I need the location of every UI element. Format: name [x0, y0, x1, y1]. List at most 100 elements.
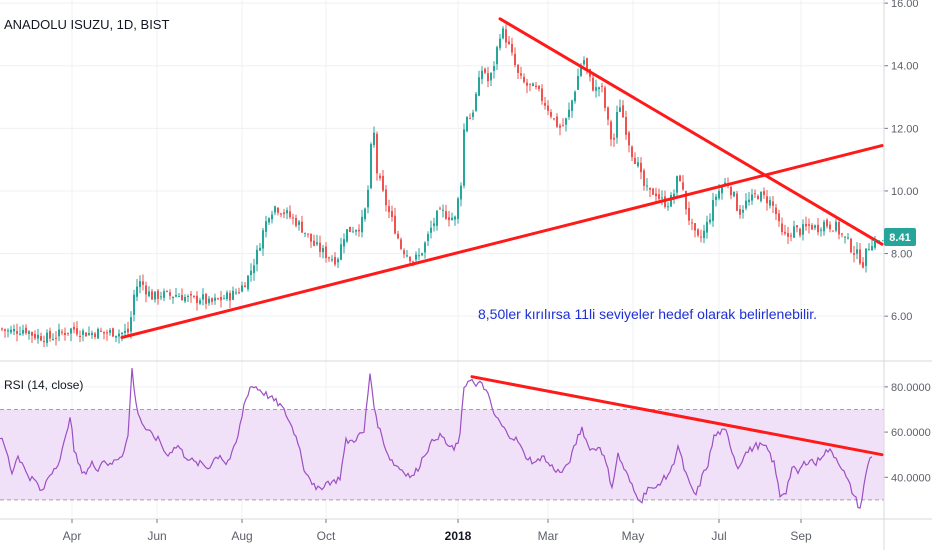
candle-body-down [853, 253, 855, 255]
candle-body-up [346, 229, 348, 242]
rsi-title: RSI (14, close) [4, 378, 83, 392]
candle-body-up [214, 297, 216, 301]
candle-body-up [286, 210, 288, 214]
candle-body-down [301, 221, 303, 233]
candle-body-up [184, 296, 186, 302]
candle-body-down [628, 132, 630, 146]
candle-body-up [502, 28, 504, 39]
price-tick-label: 12.00 [891, 123, 919, 135]
candle-body-down [445, 211, 447, 219]
candle-body-up [577, 76, 579, 90]
candle-body-down [142, 281, 144, 285]
candle-body-down [391, 211, 393, 218]
candle-body-up [460, 185, 462, 200]
candle-body-down [307, 233, 309, 235]
candle-body-up [712, 200, 714, 221]
candle-body-down [469, 118, 471, 120]
candle-body-down [388, 206, 390, 213]
candle-body-down [169, 292, 171, 296]
candle-body-up [820, 229, 822, 231]
candle-body-down [592, 77, 594, 91]
candle-body-up [163, 291, 165, 298]
candle-body-up [835, 221, 837, 231]
candle-body-down [811, 225, 813, 230]
candle-body-up [19, 333, 21, 335]
candle-body-up [340, 244, 342, 260]
candle-body-down [238, 292, 240, 294]
candle-body-up [742, 209, 744, 213]
candle-body-down [613, 137, 615, 140]
candle-body-up [580, 65, 582, 76]
candle-body-down [805, 223, 807, 227]
candle-body-down [220, 296, 222, 301]
candle-body-up [415, 254, 417, 260]
candle-body-up [91, 332, 93, 336]
candle-body-up [478, 77, 480, 96]
candle-body-down [691, 222, 693, 224]
candle-body-up [115, 335, 117, 338]
candle-body-up [751, 194, 753, 201]
candle-body-down [397, 233, 399, 239]
candle-body-down [700, 236, 702, 238]
candle-body-up [130, 317, 132, 332]
candle-body-down [781, 223, 783, 233]
candle-body-up [268, 218, 270, 223]
candle-body-down [625, 116, 627, 135]
candle-body-down [61, 331, 63, 333]
x-tick-label: Apr [63, 529, 82, 543]
candle-body-up [490, 72, 492, 81]
candle-body-up [304, 232, 306, 234]
candle-body-up [532, 83, 534, 87]
candle-body-up [673, 193, 675, 198]
candle-body-down [538, 85, 540, 89]
rsi-layer [0, 367, 873, 509]
candle-body-down [547, 105, 549, 111]
candle-body-up [355, 230, 357, 232]
candle-body-up [133, 294, 135, 315]
candle-body-down [166, 290, 168, 292]
candle-body-up [745, 200, 747, 209]
candle-body-up [466, 117, 468, 132]
rsi-tick-label: 60.0000 [891, 427, 931, 439]
candle-body-down [283, 212, 285, 215]
candle-body-down [76, 328, 78, 335]
candle-body-down [526, 82, 528, 86]
candle-body-up [88, 332, 90, 335]
candle-body-down [4, 329, 6, 331]
candle-body-down [799, 228, 801, 236]
candle-body-up [793, 226, 795, 238]
price-tick-label: 6.00 [891, 311, 912, 323]
candle-body-up [463, 129, 465, 186]
candle-body-down [31, 332, 33, 336]
candle-body-down [196, 295, 198, 303]
candle-body-down [505, 29, 507, 43]
candle-body-down [34, 333, 36, 339]
candle-body-up [436, 210, 438, 226]
candle-body-down [103, 331, 105, 334]
candle-body-down [586, 58, 588, 70]
candle-body-up [427, 234, 429, 241]
candle-body-up [499, 38, 501, 48]
candle-body-up [52, 339, 54, 341]
candle-body-down [622, 105, 624, 118]
candle-body-up [748, 199, 750, 203]
candle-body-down [376, 133, 378, 174]
candle-body-up [136, 286, 138, 297]
candle-body-down [682, 182, 684, 190]
candle-body-down [556, 116, 558, 127]
candle-body-up [481, 70, 483, 80]
candle-body-up [568, 109, 570, 118]
candle-body-up [178, 296, 180, 298]
candle-body-down [541, 88, 543, 101]
candle-body-down [412, 261, 414, 263]
price-tick-label: 14.00 [891, 61, 919, 73]
candle-body-up [298, 221, 300, 225]
candle-body-down [394, 215, 396, 234]
candle-body-down [403, 250, 405, 255]
candle-body-down [295, 217, 297, 226]
candle-body-down [841, 233, 843, 235]
candle-body-down [772, 201, 774, 206]
candle-body-down [379, 175, 381, 179]
candle-body-up [223, 298, 225, 300]
